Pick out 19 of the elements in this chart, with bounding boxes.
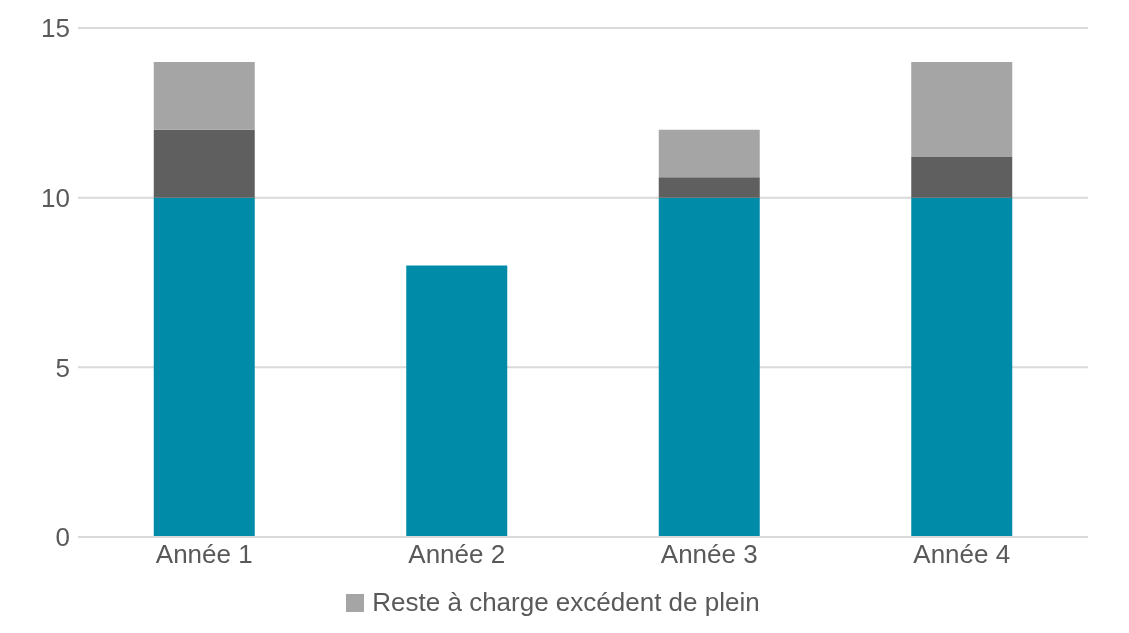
x-tick-label: Année 4 (913, 539, 1011, 570)
bar (911, 156, 1013, 198)
y-tick-label: 0 (55, 522, 70, 553)
bar (153, 197, 255, 537)
x-tick-label: Année 3 (660, 539, 758, 570)
bar (658, 177, 760, 198)
bar (658, 197, 760, 537)
bar (153, 129, 255, 198)
bar (911, 197, 1013, 537)
x-tick-label: Année 1 (155, 539, 253, 570)
x-tick-label: Année 2 (408, 539, 506, 570)
bar (911, 61, 1013, 157)
bar (153, 61, 255, 130)
y-tick-label: 15 (41, 13, 70, 44)
legend-label: Reste à charge excédent de plein (372, 587, 760, 618)
y-tick-label: 5 (55, 352, 70, 383)
bar (406, 265, 508, 537)
bar (658, 129, 760, 178)
y-tick-label: 10 (41, 182, 70, 213)
